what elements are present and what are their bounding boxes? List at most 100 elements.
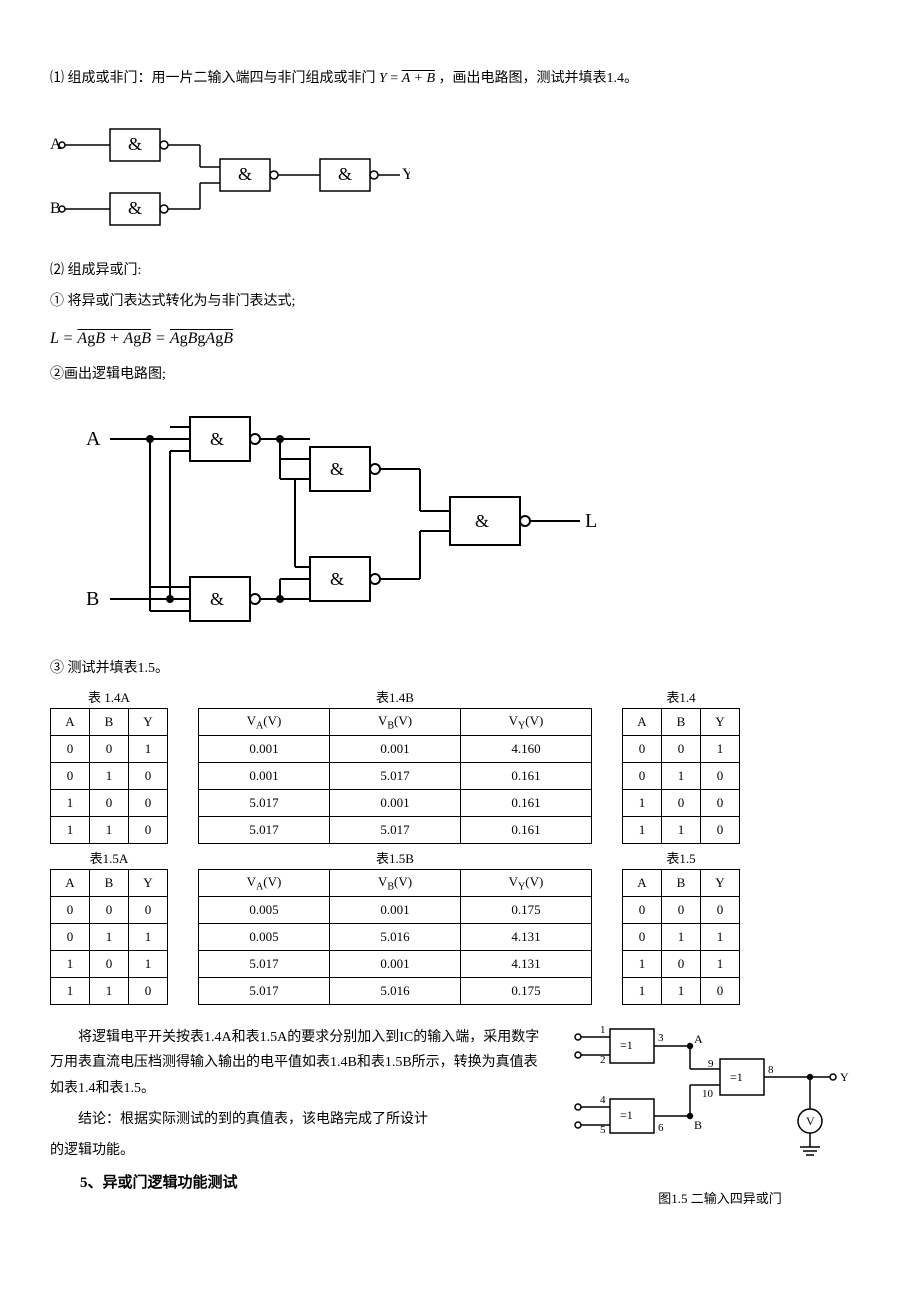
- section-5-title: 5、异或门逻辑功能测试: [50, 1171, 550, 1192]
- c1-B: B: [50, 200, 61, 217]
- table-row: 001: [623, 736, 740, 763]
- tables-row-2: 表1.5A ABY 000 011 101 110 表1.5B VA(V) VB…: [50, 848, 870, 1005]
- table-15A: ABY 000 011 101 110: [50, 869, 168, 1005]
- eq-eq2: =: [151, 330, 170, 347]
- eq-p1b-g: g: [133, 330, 141, 347]
- table-row: 5.0175.0170.161: [199, 817, 592, 844]
- cap-14B: 表1.4B: [376, 687, 414, 706]
- table-row: 5.0170.0010.161: [199, 790, 592, 817]
- f15-p5: 5: [600, 1124, 606, 1136]
- eq-p1a-g: g: [87, 330, 95, 347]
- h-VA: VA(V): [199, 870, 330, 897]
- c1-Y: Y: [402, 166, 410, 183]
- f15-eq2: =1: [620, 1108, 633, 1122]
- table-row: 000: [623, 897, 740, 924]
- c2-B: B: [86, 588, 99, 610]
- bottom-text: 将逻辑电平开关按表1.4A和表1.5A的要求分别加入到IC的输入端，采用数字万用…: [50, 1019, 550, 1200]
- paragraph-5: ③ 测试并填表1.5。: [50, 656, 870, 681]
- paragraph-4: ②画出逻辑电路图;: [50, 362, 870, 387]
- para-bottom-2a: 结论：根据实际测试的到的真值表，该电路完成了所设计: [50, 1107, 550, 1132]
- eq-AplusB: A + B: [402, 66, 435, 91]
- h-VA: VA(V): [199, 709, 330, 736]
- c1-amp1: &: [128, 134, 142, 154]
- eq-p2a-g: g: [180, 330, 188, 347]
- f15-eq3: =1: [730, 1070, 743, 1084]
- h-Y: Y: [129, 870, 168, 897]
- bottom-section: 将逻辑电平开关按表1.4A和表1.5A的要求分别加入到IC的输入端，采用数字万用…: [50, 1019, 870, 1207]
- fig15-svg: =1 =1 =1 1 2 3 4 5 6 9 10 8 A B Y V: [570, 1019, 870, 1179]
- table-row: 0.0010.0014.160: [199, 736, 592, 763]
- eq-plus: +: [105, 330, 124, 347]
- c1-amp4: &: [338, 164, 352, 184]
- table-row: 100: [623, 790, 740, 817]
- cap-15B: 表1.5B: [376, 848, 414, 867]
- h-A: A: [51, 709, 90, 736]
- paragraph-2: ⑵ 组成异或门:: [50, 258, 870, 283]
- table-row: 001: [51, 736, 168, 763]
- f15-V: V: [806, 1114, 815, 1128]
- eq-p2b-g: g: [215, 330, 223, 347]
- eq-p1a-B: B: [95, 330, 105, 347]
- xor-equation: L = AgB + AgB = AgBgAgB: [50, 321, 870, 356]
- eq-p2a-A: A: [170, 321, 180, 356]
- h-VY: VY(V): [461, 870, 592, 897]
- c2-amp4: &: [330, 569, 344, 589]
- p1-prefix: ⑴ 组成或非门：用一片二输入端四与非门组成或非门: [50, 71, 379, 86]
- table-15-group: 表1.5 ABY 000 011 101 110: [622, 848, 740, 1005]
- table-row: 101: [623, 951, 740, 978]
- h-VY: VY(V): [461, 709, 592, 736]
- para-bottom-2b: 的逻辑功能。: [50, 1138, 550, 1163]
- circuit-2: A B & & & & & L: [80, 399, 600, 639]
- h-B: B: [662, 870, 701, 897]
- eq-p2a-B: B: [188, 330, 198, 347]
- f15-p2: 2: [600, 1054, 606, 1066]
- table-row: 011: [51, 924, 168, 951]
- table-15: ABY 000 011 101 110: [622, 869, 740, 1005]
- para-bottom-1: 将逻辑电平开关按表1.4A和表1.5A的要求分别加入到IC的输入端，采用数字万用…: [50, 1025, 550, 1101]
- tables-row-1: 表 1.4A ABY 001 010 100 110 表1.4B VA(V) V…: [50, 687, 870, 844]
- c1-amp2: &: [128, 198, 142, 218]
- f15-p4: 4: [600, 1094, 606, 1106]
- table-14-group: 表1.4 ABY 001 010 100 110: [622, 687, 740, 844]
- cap-15: 表1.5: [666, 848, 695, 867]
- h-A: A: [623, 870, 662, 897]
- table-row: 110: [623, 978, 740, 1005]
- eq-p2b-A: A: [205, 330, 215, 347]
- h-Y: Y: [129, 709, 168, 736]
- table-row: 110: [51, 817, 168, 844]
- table-row: 5.0170.0014.131: [199, 951, 592, 978]
- c1-amp3: &: [238, 164, 252, 184]
- f15-p8: 8: [768, 1064, 774, 1076]
- table-row: 010: [51, 763, 168, 790]
- f15-A: A: [694, 1032, 703, 1046]
- table-row: 0.0050.0010.175: [199, 897, 592, 924]
- f15-B: B: [694, 1118, 702, 1132]
- eq-p1a-A: A: [77, 321, 87, 356]
- h-VB: VB(V): [330, 870, 461, 897]
- f15-p10: 10: [702, 1088, 714, 1100]
- table-14A-group: 表 1.4A ABY 001 010 100 110: [50, 687, 168, 844]
- c2-amp2: &: [210, 589, 224, 609]
- f15-p1: 1: [600, 1024, 606, 1036]
- c2-L: L: [585, 510, 597, 532]
- fig15-caption: 图1.5 二输入四异或门: [570, 1188, 870, 1207]
- table-row: 101: [51, 951, 168, 978]
- p1-suffix: ，画出电路图，测试并填表1.4。: [439, 71, 639, 86]
- cap-15A: 表1.5A: [90, 848, 129, 867]
- h-VB: VB(V): [330, 709, 461, 736]
- eq-p1b-B: B: [141, 321, 151, 356]
- table-15B-group: 表1.5B VA(V) VB(V) VY(V) 0.0050.0010.175 …: [198, 848, 592, 1005]
- c2-A: A: [86, 428, 101, 450]
- circuit-1: A B & & & & Y: [50, 117, 410, 237]
- paragraph-3: ① 将异或门表达式转化为与非门表达式;: [50, 289, 870, 314]
- h-Y: Y: [701, 870, 740, 897]
- h-B: B: [90, 870, 129, 897]
- eq-L: L: [50, 330, 59, 347]
- h-A: A: [623, 709, 662, 736]
- table-row: 110: [623, 817, 740, 844]
- eq-eq1: =: [59, 330, 78, 347]
- eq-equals: =: [390, 71, 401, 86]
- table-row: 010: [623, 763, 740, 790]
- eq-Y: Y: [379, 71, 387, 86]
- table-row: 000: [51, 897, 168, 924]
